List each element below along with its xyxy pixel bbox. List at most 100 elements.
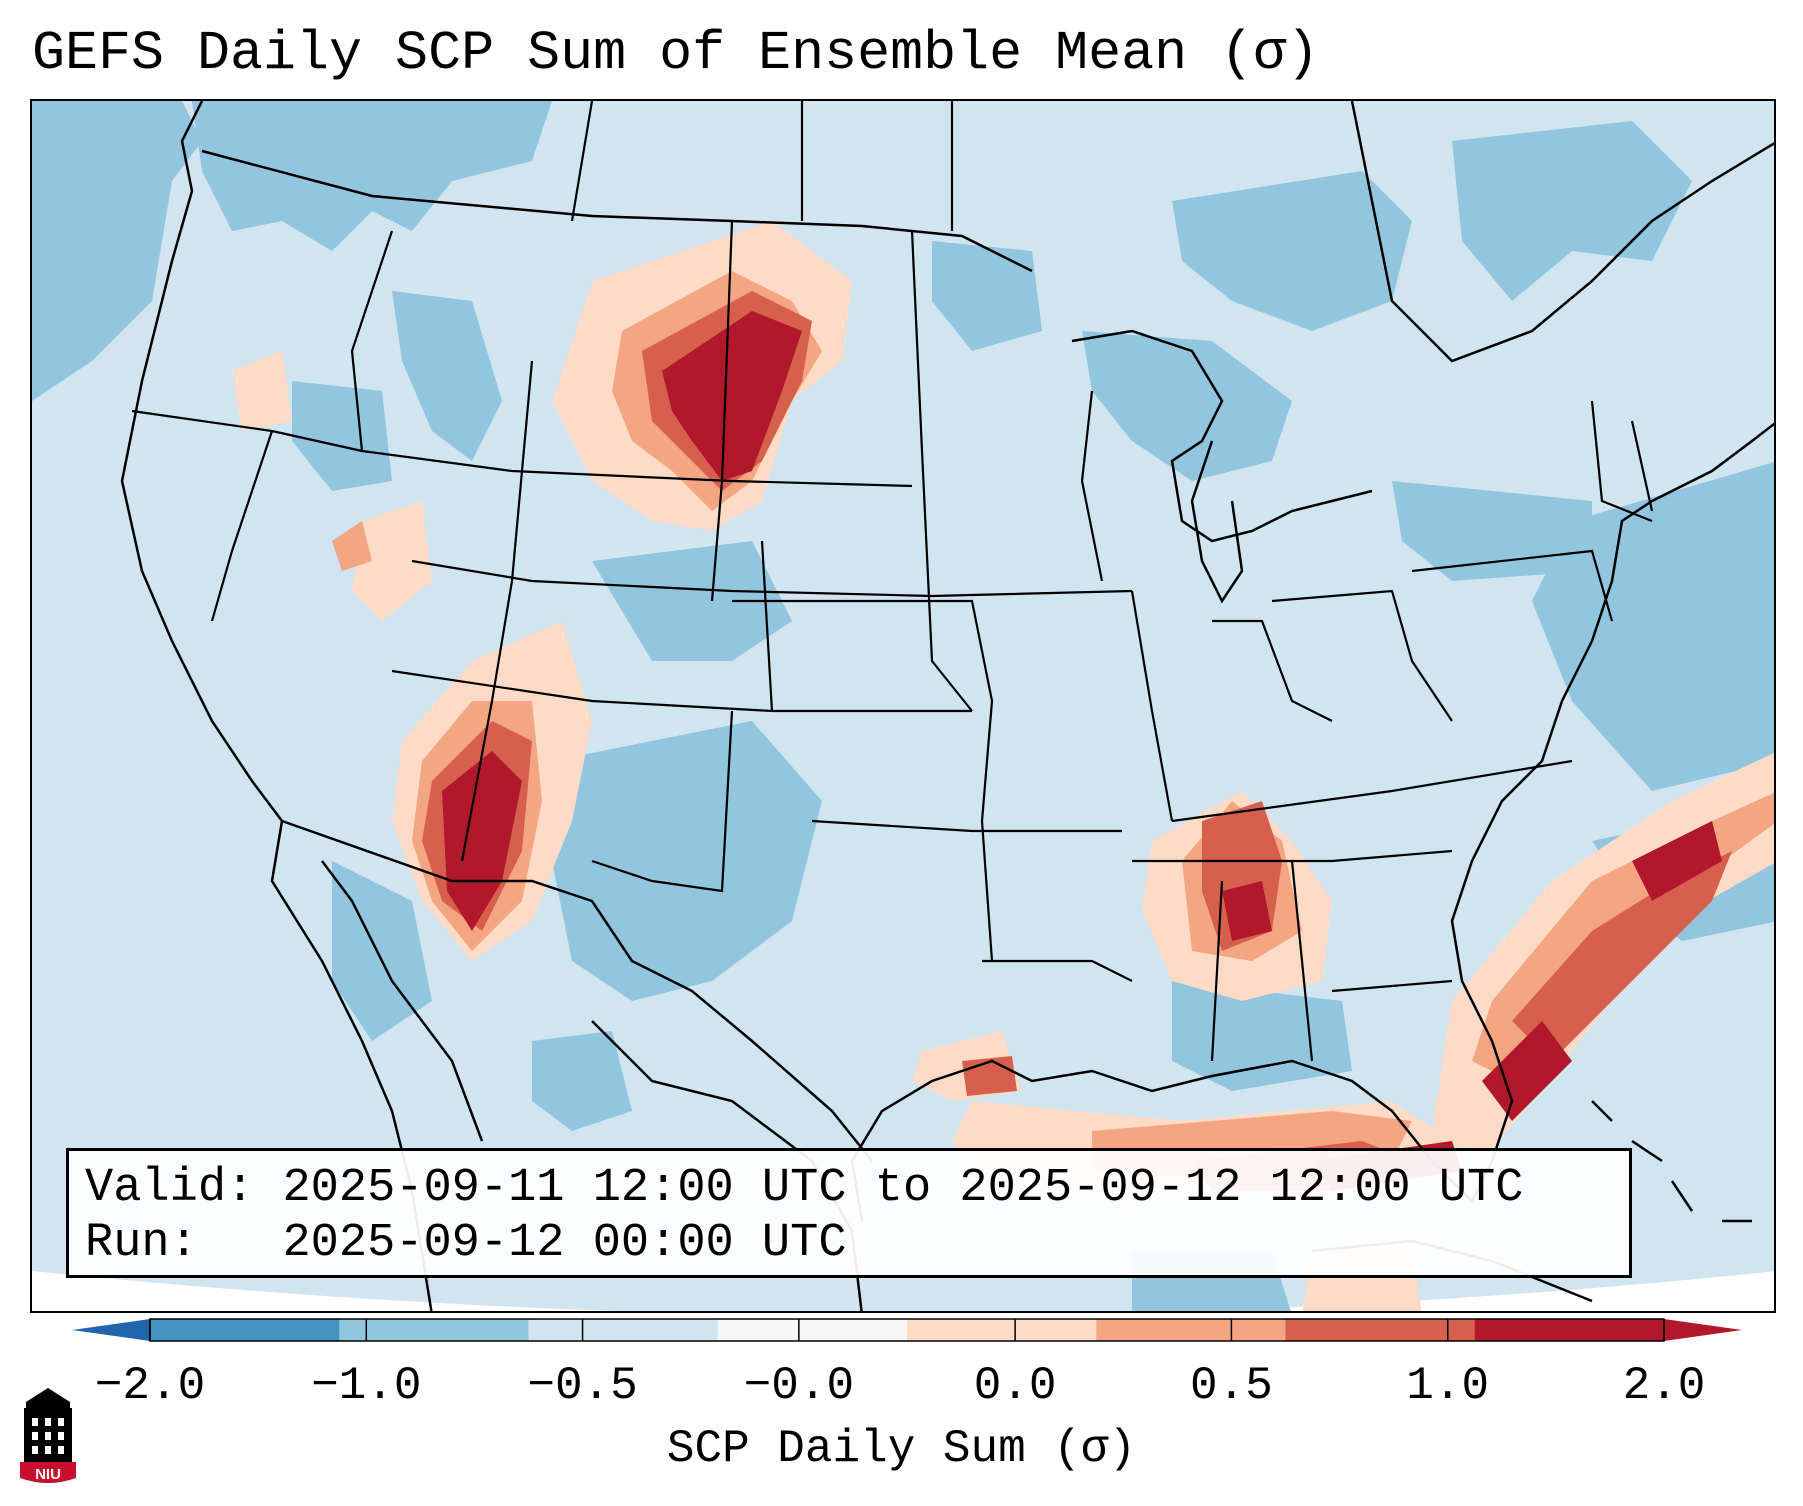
state-border (1331, 979, 1453, 993)
state-border (910, 230, 973, 712)
colorbar-segment (1474, 1319, 1665, 1341)
colorbar-tick-label: 1.0 (1406, 1360, 1490, 1412)
logo-windows (32, 1418, 64, 1454)
colorbar (72, 1318, 1742, 1342)
state-border (710, 220, 734, 602)
colorbar-segments (150, 1319, 1665, 1341)
state-border (1212, 619, 1333, 722)
state-border (1171, 759, 1573, 823)
valid-run-info-box: Valid: 2025-09-11 12:00 UTC to 2025-09-1… (66, 1148, 1632, 1278)
map-canvas (32, 101, 1774, 1311)
state-border (350, 230, 394, 452)
colorbar-tick-label: 2.0 (1622, 1360, 1706, 1412)
state-border (411, 559, 1133, 598)
state-border (1290, 860, 1314, 1062)
lake-michigan (1190, 440, 1244, 604)
florida-atlantic-red-band (1482, 1021, 1572, 1121)
colorbar-segment (907, 1319, 1097, 1341)
chart-title: GEFS Daily SCP Sum of Ensemble Mean (σ) (32, 22, 1320, 85)
central-blue-area (592, 541, 792, 661)
baja-peninsula (321, 860, 484, 1142)
canada-blue-area-3 (1452, 121, 1692, 301)
mexico-blue-area (332, 861, 432, 1041)
state-border (210, 430, 274, 622)
logo-window (32, 1446, 38, 1454)
logo-window (45, 1432, 51, 1440)
run-value: 2025-09-12 00:00 UTC (282, 1217, 847, 1270)
run-label: Run: (85, 1217, 198, 1270)
state-border (591, 710, 734, 893)
logo-window (45, 1418, 51, 1426)
state-border (1210, 880, 1224, 1062)
atlantic-red (1512, 851, 1732, 1061)
bahamas (1591, 1100, 1752, 1223)
state-border (760, 540, 774, 712)
colorbar-label: SCP Daily Sum (σ) (666, 1423, 1137, 1475)
four-corners-red-max (442, 751, 522, 931)
colorbar-tick-label: 0.5 (1190, 1360, 1273, 1412)
logo-window (58, 1418, 64, 1426)
logo-window (58, 1432, 64, 1440)
texas-coast (850, 1059, 1494, 1222)
state-border (811, 819, 1122, 833)
colorbar-tick-label: −0.5 (527, 1360, 638, 1412)
colorbar-segment (1096, 1319, 1286, 1341)
southwest-blue-area (552, 721, 822, 1001)
state-border (1132, 849, 1453, 863)
state-border (1271, 589, 1453, 722)
mexico-blue-area-2 (532, 1031, 632, 1131)
state-border (131, 409, 913, 488)
west-coast (120, 101, 433, 1311)
pacific-blue-area-2 (52, 211, 122, 301)
canada-blue-area-2 (1172, 171, 1412, 331)
colorbar-segment (150, 1319, 340, 1341)
hudson-bay-coast (1350, 101, 1774, 363)
colorbar-tick-label: −2.0 (94, 1360, 206, 1412)
canada-blue-area (192, 101, 552, 251)
northwest-blue-area (392, 291, 502, 461)
utah-light (352, 501, 432, 621)
niu-logo: NIU (20, 1388, 76, 1483)
logo-window (58, 1446, 64, 1454)
atlantic-blue-area (1532, 462, 1774, 791)
state-border (732, 599, 994, 962)
state-border (1130, 590, 1174, 822)
colorbar-outline (149, 1318, 1665, 1342)
colorbar-extend-high (1664, 1319, 1742, 1341)
north-dakota-blue-area (932, 241, 1042, 351)
great-lakes-blue-area (1082, 331, 1292, 481)
colorbar-tick-label: 0.0 (973, 1360, 1057, 1412)
state-border (982, 959, 1133, 982)
state-border (391, 669, 972, 713)
logo-text: NIU (35, 1466, 61, 1483)
projection-edge (32, 1271, 1774, 1311)
colorbar-tick-label: −1.0 (311, 1360, 422, 1412)
state-border (1080, 390, 1104, 582)
logo-window (32, 1418, 38, 1426)
colorbar-segment (339, 1319, 529, 1341)
valid-value: 2025-09-11 12:00 UTC to 2025-09-12 12:00… (282, 1162, 1524, 1215)
state-borders (131, 101, 1654, 1062)
logo-roof-icon (26, 1388, 70, 1410)
us-mexico-border (281, 819, 873, 1162)
florida-atlantic-red-band-2 (1632, 821, 1722, 901)
nevada-medium (332, 521, 372, 571)
idaho-blue-area (292, 381, 392, 491)
oregon-light (232, 351, 292, 431)
northern-plains-red-max (662, 311, 802, 481)
colorbar-extend-low (72, 1319, 150, 1341)
state-border (570, 101, 594, 222)
mid-south-red-max (1222, 881, 1272, 941)
state-border (1411, 549, 1614, 622)
map-frame (30, 99, 1776, 1313)
logo-shield-icon (20, 1462, 76, 1483)
colorbar-tick-label: −0.0 (743, 1360, 855, 1412)
logo-window (45, 1446, 51, 1454)
state-border (460, 360, 534, 862)
east-coast (1590, 422, 1774, 642)
state-border (1590, 400, 1653, 523)
state-border (1630, 420, 1654, 512)
colorbar-segment (1285, 1319, 1476, 1341)
great-lakes (1071, 329, 1373, 543)
coastlines (120, 101, 1774, 1311)
